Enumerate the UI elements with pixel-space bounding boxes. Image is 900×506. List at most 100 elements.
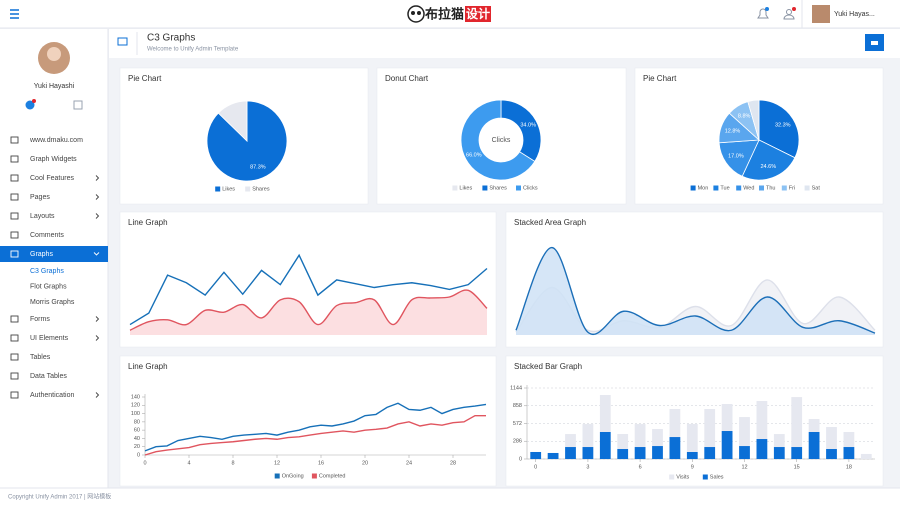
menu-item[interactable]: www.dmaku.com [29, 137, 83, 144]
footer [0, 488, 900, 506]
chart-card: Line Graph 0 20 40 60 80 100 120 140 0 4 8 12 16 20 24 2… [119, 355, 497, 487]
bar [756, 401, 768, 440]
y-tick-label: 20 [134, 444, 140, 450]
bar [791, 397, 803, 448]
legend-label: Mon [698, 185, 709, 191]
legend-swatch [516, 185, 521, 191]
bar [739, 417, 750, 447]
bar [686, 423, 698, 452]
bar [582, 424, 594, 448]
line [144, 414, 486, 456]
menu-item[interactable]: Layouts [30, 213, 55, 220]
logo-text: 布拉猫 [425, 6, 464, 21]
menu-icon [10, 334, 19, 342]
slice-label: 17.0% [728, 153, 744, 159]
user-avatar[interactable] [812, 5, 830, 23]
chevron [95, 213, 100, 219]
legend-swatch [245, 186, 251, 192]
menu-icon [10, 174, 19, 182]
chart-card: Pie Chart 32.3% 24.6% 17.0% 12.8% 8.8% Mon Tue W… [634, 67, 884, 205]
chevron [93, 252, 100, 256]
bar [599, 395, 611, 433]
card-title: Stacked Area Graph [514, 218, 586, 227]
footer-text: Copyright Unify Admin 2017 | 网站模板 [8, 493, 111, 501]
slice [758, 99, 800, 159]
chevron [95, 194, 100, 200]
y-tick-label: 1144 [510, 385, 522, 391]
chart-card: Stacked Area Graph [505, 211, 884, 348]
bar [530, 451, 542, 459]
slice-label: 8.8% [738, 114, 751, 120]
submenu-item[interactable]: Morris Graphs [30, 299, 75, 306]
bar [826, 449, 837, 459]
menu-item[interactable]: Forms [30, 316, 50, 323]
y-tick-label: 140 [131, 394, 140, 400]
bar [669, 409, 681, 438]
menu-item[interactable]: Data Tables [30, 373, 67, 380]
bar [652, 446, 663, 459]
share-icon[interactable] [73, 100, 83, 110]
menu-icon [10, 250, 19, 258]
bar [773, 447, 785, 459]
menu-item[interactable]: Pages [30, 194, 50, 201]
y-tick-label: 100 [131, 411, 140, 417]
menu-icon [10, 193, 19, 201]
x-tick-label: 0 [534, 464, 537, 470]
menu-icon [10, 353, 19, 361]
menu-item[interactable]: Comments [30, 232, 64, 239]
user-name[interactable]: Yuki Hayas... [834, 11, 875, 18]
legend-label: Sat [812, 185, 821, 191]
legend-label: Tue [720, 185, 729, 191]
bar [617, 433, 629, 450]
menu-item[interactable]: Tables [30, 354, 51, 361]
y-tick-label: 858 [513, 403, 522, 409]
page-header [109, 29, 900, 58]
profile-face [47, 47, 61, 61]
menu-item[interactable]: Graph Widgets [30, 156, 77, 163]
badge [32, 99, 36, 103]
y-tick-label: 0 [137, 452, 140, 458]
menu-icon [10, 372, 19, 380]
bar [565, 447, 576, 459]
menu-toggle[interactable] [10, 9, 19, 19]
x-tick-label: 6 [639, 464, 642, 470]
chart-card: Donut Chart 34.0% 66.0% Clicks Likes Shares Cl… [376, 67, 627, 205]
legend-swatch [713, 185, 719, 191]
skype-icon[interactable] [25, 100, 35, 110]
menu-item[interactable]: Authentication [30, 392, 74, 399]
user-alert-icon[interactable] [783, 7, 796, 20]
bar [617, 449, 629, 459]
legend-swatch [482, 185, 488, 191]
notification-icon[interactable] [757, 7, 769, 19]
line [144, 402, 487, 452]
menu-icon [10, 391, 19, 399]
x-tick-label: 20 [362, 460, 368, 466]
legend-label: OnGoing [282, 473, 304, 479]
submenu-item[interactable]: C3 Graphs [30, 268, 64, 275]
menu-icon [10, 231, 19, 239]
slice [718, 139, 760, 177]
submenu-item[interactable]: Flot Graphs [30, 283, 67, 290]
menu-item[interactable]: Graphs [30, 251, 53, 258]
legend-swatch [669, 474, 675, 480]
button-icon [871, 41, 878, 45]
menu-item[interactable]: Cool Features [30, 175, 74, 182]
card-title: Donut Chart [385, 74, 429, 83]
x-tick-label: 28 [450, 460, 456, 466]
legend-label: Likes [459, 185, 472, 191]
card-title: Pie Chart [643, 74, 677, 83]
bar [582, 447, 594, 459]
menu-icon [10, 136, 19, 144]
line [129, 289, 488, 331]
slice [217, 100, 248, 142]
top-bar [0, 0, 900, 28]
bar [721, 404, 733, 432]
menu-item[interactable]: UI Elements [30, 335, 69, 342]
bar [721, 431, 733, 459]
card-title: Pie Chart [128, 74, 162, 83]
legend-label: Clicks [523, 185, 538, 191]
chart-card: Pie Chart 87.3% Likes Shares [119, 67, 369, 205]
bar [739, 446, 750, 459]
card [505, 355, 884, 487]
